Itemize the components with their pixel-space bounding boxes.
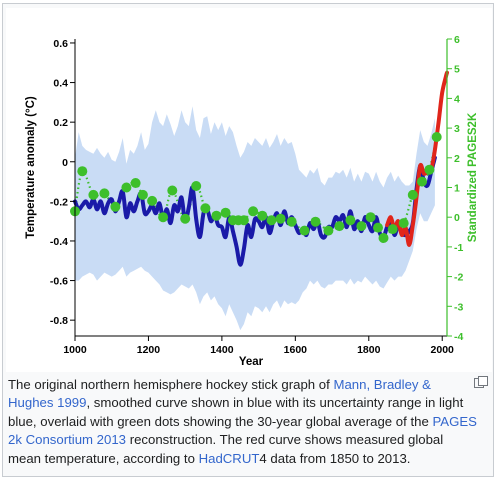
pages2k-point	[191, 181, 202, 191]
y-tick-label: 0.4	[53, 78, 68, 90]
pages2k-point	[424, 164, 435, 175]
y-axis-label: Temperature anomaly (°C)	[25, 96, 37, 239]
pages2k-point	[398, 218, 409, 229]
pages2k-point	[310, 216, 321, 227]
enlarge-icon[interactable]	[474, 376, 488, 388]
pages2k-point	[407, 189, 418, 200]
pages2k-point	[121, 182, 132, 193]
pages2k-point	[99, 188, 110, 199]
caption-text: reconstruction. The red curve shows meas…	[8, 432, 444, 466]
pages2k-point	[147, 195, 158, 206]
pages2k-point	[137, 189, 148, 200]
mbh99-series-line	[73, 155, 437, 267]
y-tick-label: -0.8	[50, 315, 68, 327]
pages2k-point	[387, 224, 398, 235]
pages2k-point	[266, 215, 277, 226]
pages2k-point	[299, 225, 310, 236]
pages2k-point	[275, 213, 286, 224]
y-tick-label: -0.6	[50, 276, 68, 288]
y2-tick-label: 6	[454, 34, 460, 46]
pages2k-point	[220, 207, 231, 218]
y2-tick-label: 1	[454, 183, 460, 195]
y2-tick-label: -4	[454, 331, 463, 343]
x-tick-label: 1000	[63, 344, 87, 356]
y2-tick-label: 4	[454, 93, 460, 105]
caption-text: The original northern hemisphere hockey …	[8, 377, 334, 392]
caption-link[interactable]: PAGES 2k Consortium 2013	[8, 413, 477, 448]
caption-link[interactable]: HadCRUT	[198, 450, 260, 466]
pages2k-point	[378, 233, 389, 243]
y2-tick-label: 0	[454, 212, 460, 224]
pages2k-point	[417, 176, 427, 187]
pages2k-point	[248, 206, 259, 217]
x-tick-label: 1800	[357, 344, 381, 356]
caption-link[interactable]: Mann, Bradley & Hughes 1999	[8, 377, 431, 411]
y-tick-label: 0.6	[53, 38, 68, 50]
pages2k-point	[88, 189, 99, 200]
x-tick-label: 1600	[284, 344, 308, 356]
pages2k-point	[345, 215, 356, 226]
y2-axis-label: Standardized PAGES2K	[467, 112, 479, 242]
y2-tick-label: 3	[454, 123, 460, 135]
pages2k-point	[334, 221, 345, 232]
y2-tick-label: -3	[454, 301, 463, 313]
pages2k-point	[356, 221, 367, 232]
pages2k-point	[110, 201, 121, 212]
pages2k-point	[130, 178, 141, 188]
pages2k-point	[323, 225, 334, 236]
pages2k-point	[431, 132, 442, 142]
pages2k-point	[167, 185, 178, 196]
y2-tick-label: -1	[454, 242, 463, 254]
caption-text: 4 data from 1850 to 2013.	[259, 450, 411, 466]
x-axis-label: Year	[239, 356, 264, 368]
pages2k-point	[373, 222, 383, 233]
caption-text: , smoothed curve shown in blue with its …	[8, 395, 464, 429]
figure-caption: The original northern hemisphere hockey …	[8, 376, 478, 468]
pages2k-point	[365, 212, 376, 223]
y2-tick-label: 2	[454, 153, 460, 165]
pages2k-point	[238, 215, 249, 226]
pages2k-point	[257, 210, 268, 221]
y2-tick-label: -2	[454, 272, 463, 284]
y-tick-label: 0.2	[53, 117, 68, 129]
pages2k-point	[211, 210, 222, 221]
x-tick-label: 1200	[137, 344, 161, 356]
x-tick-label: 2000	[431, 344, 455, 356]
hockey-stick-chart[interactable]: 0.6 0.4 0.2 0 -0.2 -0.4 -0.6 -0.8 1000 1200 1400 16…	[6, 8, 492, 372]
x-tick-label: 1400	[210, 344, 234, 356]
pages2k-point	[180, 213, 191, 224]
pages2k-point	[77, 166, 88, 177]
y2-tick-label: 5	[454, 64, 460, 76]
y-tick-label: -0.4	[50, 236, 68, 248]
y-tick-label: 0	[62, 157, 68, 169]
y-tick-label: -0.2	[50, 196, 68, 208]
figure-thumbnail: 0.6 0.4 0.2 0 -0.2 -0.4 -0.6 -0.8 1000 1200 1400 16…	[2, 3, 494, 477]
pages2k-point	[286, 216, 297, 227]
pages2k-point	[158, 212, 169, 223]
pages2k-point	[200, 203, 211, 214]
